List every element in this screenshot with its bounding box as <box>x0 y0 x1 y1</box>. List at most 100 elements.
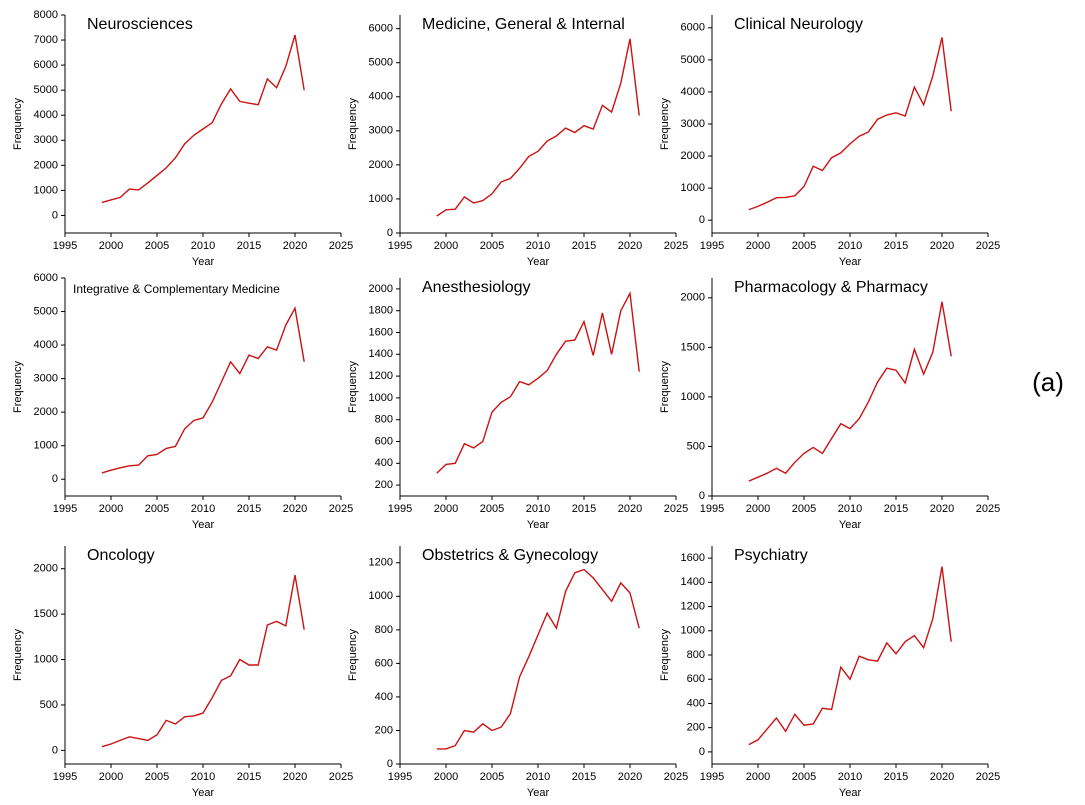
y-tick-label: 4000 <box>681 86 705 98</box>
y-tick-label: 1000 <box>369 193 393 205</box>
x-tick-label: 2020 <box>618 240 642 252</box>
x-tick-label: 2025 <box>976 771 1000 783</box>
y-tick-label: 1000 <box>369 392 393 404</box>
chart-title: Neurosciences <box>87 16 193 33</box>
x-tick-label: 2010 <box>838 503 862 515</box>
x-tick-label: 2000 <box>434 771 458 783</box>
y-tick-label: 1000 <box>681 391 705 403</box>
y-tick-label: 200 <box>687 722 705 734</box>
x-tick-label: 2020 <box>283 771 307 783</box>
x-tick-label: 2025 <box>329 503 353 515</box>
x-tick-label: 2015 <box>237 240 261 252</box>
x-tick-label: 2010 <box>526 503 550 515</box>
x-tick-label: 2015 <box>237 503 261 515</box>
y-tick-label: 6000 <box>34 272 58 284</box>
x-tick-label: 2020 <box>930 240 954 252</box>
data-line <box>436 568 640 750</box>
x-axis-label: Year <box>192 256 215 268</box>
x-tick-label: 2020 <box>618 771 642 783</box>
y-axis-label: Frequency <box>659 98 671 150</box>
y-tick-label: 2000 <box>681 150 705 162</box>
data-line <box>101 574 305 748</box>
y-tick-label: 1600 <box>369 326 393 338</box>
x-tick-label: 2015 <box>572 771 596 783</box>
x-tick-label: 2000 <box>99 503 123 515</box>
chart-title: Clinical Neurology <box>734 16 863 33</box>
data-line <box>748 566 952 746</box>
y-tick-label: 0 <box>699 746 705 758</box>
x-tick-label: 1995 <box>388 240 412 252</box>
x-tick-label: 2020 <box>618 503 642 515</box>
x-tick-label: 2010 <box>526 771 550 783</box>
x-tick-label: 2005 <box>792 240 816 252</box>
y-tick-label: 1200 <box>369 370 393 382</box>
y-tick-label: 2000 <box>34 406 58 418</box>
x-tick-label: 2025 <box>976 240 1000 252</box>
y-tick-label: 1400 <box>681 576 705 588</box>
x-tick-label: 2005 <box>145 503 169 515</box>
chart-title: Integrative & Complementary Medicine <box>73 282 280 296</box>
chart-title: Oncology <box>87 547 155 564</box>
data-line <box>101 306 305 474</box>
y-tick-label: 3000 <box>34 373 58 385</box>
x-tick-label: 1995 <box>53 771 77 783</box>
chart-title: Psychiatry <box>734 547 808 564</box>
y-tick-label: 200 <box>375 479 393 491</box>
chart-title: Medicine, General & Internal <box>422 16 625 33</box>
y-tick-label: 3000 <box>34 134 58 146</box>
x-tick-label: 2000 <box>99 771 123 783</box>
data-line <box>436 290 640 474</box>
y-tick-label: 4000 <box>34 339 58 351</box>
x-tick-label: 1995 <box>388 503 412 515</box>
x-tick-label: 1995 <box>53 503 77 515</box>
y-tick-label: 1600 <box>681 552 705 564</box>
x-tick-label: 2000 <box>746 503 770 515</box>
y-tick-label: 0 <box>52 473 58 485</box>
x-axis-label: Year <box>527 256 550 268</box>
x-tick-label: 2025 <box>664 240 688 252</box>
chart-title: Obstetrics & Gynecology <box>422 547 598 564</box>
x-tick-label: 1995 <box>700 771 724 783</box>
y-tick-label: 3000 <box>369 125 393 137</box>
y-tick-label: 600 <box>687 673 705 685</box>
x-axis-label: Year <box>192 519 215 531</box>
y-tick-label: 2000 <box>369 283 393 295</box>
x-tick-label: 2020 <box>930 503 954 515</box>
x-tick-label: 2025 <box>664 771 688 783</box>
y-tick-label: 2000 <box>681 292 705 304</box>
x-tick-label: 2025 <box>664 503 688 515</box>
y-axis-label: Frequency <box>12 361 24 413</box>
x-tick-label: 2015 <box>572 503 596 515</box>
x-tick-label: 1995 <box>700 503 724 515</box>
y-axis-label: Frequency <box>12 98 24 150</box>
x-tick-label: 2010 <box>838 240 862 252</box>
x-tick-label: 2010 <box>526 240 550 252</box>
x-axis-label: Year <box>527 787 550 799</box>
y-tick-label: 1000 <box>34 653 58 665</box>
y-tick-label: 0 <box>52 744 58 756</box>
y-tick-label: 6000 <box>34 59 58 71</box>
y-tick-label: 7000 <box>34 34 58 46</box>
data-line <box>748 37 952 211</box>
x-tick-label: 2025 <box>329 240 353 252</box>
x-tick-label: 1995 <box>388 771 412 783</box>
y-tick-label: 1500 <box>34 608 58 620</box>
chart-title: Anesthesiology <box>422 279 531 296</box>
y-tick-label: 8000 <box>34 9 58 21</box>
y-axis-label: Frequency <box>659 361 671 413</box>
x-axis-label: Year <box>192 787 215 799</box>
y-tick-label: 0 <box>699 490 705 502</box>
x-tick-label: 2005 <box>480 240 504 252</box>
x-tick-label: 2005 <box>145 240 169 252</box>
x-tick-label: 2005 <box>480 771 504 783</box>
x-tick-label: 1995 <box>53 240 77 252</box>
y-tick-label: 6000 <box>369 23 393 35</box>
y-tick-label: 1000 <box>681 625 705 637</box>
x-tick-label: 2005 <box>792 771 816 783</box>
x-tick-label: 2010 <box>191 503 215 515</box>
x-tick-label: 2025 <box>976 503 1000 515</box>
y-tick-label: 800 <box>375 624 393 636</box>
data-line <box>101 34 305 204</box>
y-tick-label: 0 <box>387 227 393 239</box>
data-line <box>436 38 640 217</box>
